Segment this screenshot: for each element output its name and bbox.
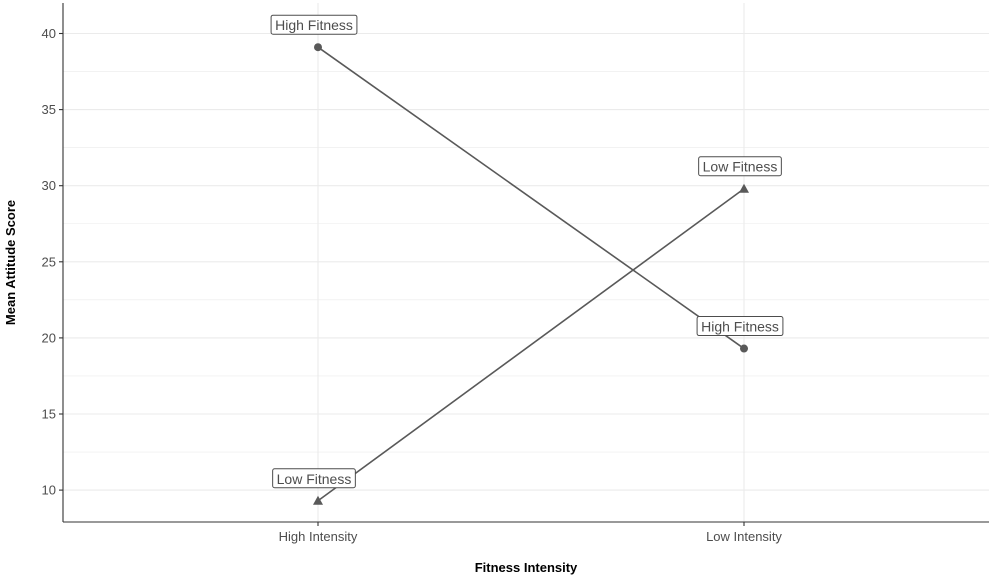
point-label-box bbox=[272, 468, 356, 489]
point-label: High Fitness bbox=[270, 14, 358, 35]
point-label-text: Low Fitness bbox=[703, 159, 778, 175]
point-label-text: High Fitness bbox=[275, 17, 353, 33]
x-axis-title: Fitness Intensity bbox=[475, 560, 578, 575]
point-label-box bbox=[698, 156, 782, 177]
point-label: Low Fitness bbox=[272, 468, 356, 489]
point-label-text: High Fitness bbox=[701, 319, 779, 335]
point-labels: High Fitness High Fitness Low Fitness Low F… bbox=[270, 14, 784, 489]
data-series bbox=[313, 43, 749, 505]
point-label: High Fitness bbox=[696, 316, 784, 337]
point-label-box bbox=[270, 14, 358, 35]
x-tick-label: Low Intensity bbox=[706, 529, 782, 544]
point-label: Low Fitness bbox=[698, 156, 782, 177]
data-point-circle bbox=[314, 43, 322, 52]
y-tick-label: 25 bbox=[42, 254, 56, 269]
y-tick-label: 30 bbox=[42, 178, 56, 193]
y-axis-title: Mean Attitude Score bbox=[3, 200, 18, 325]
series-line bbox=[317, 188, 745, 502]
y-tick-label: 10 bbox=[42, 483, 56, 498]
data-point-circle bbox=[740, 344, 748, 353]
point-label-box bbox=[696, 316, 784, 337]
y-tick-label: 20 bbox=[42, 330, 56, 345]
series-line bbox=[317, 46, 745, 350]
x-tick-label: High Intensity bbox=[279, 529, 358, 544]
point-label-text: Low Fitness bbox=[277, 471, 352, 487]
axes: 10 15 20 25 30 35 40 High Intensity Low Intensit… bbox=[42, 3, 989, 544]
data-point-triangle bbox=[739, 183, 749, 193]
y-tick-label: 35 bbox=[42, 102, 56, 117]
grid-lines bbox=[63, 3, 989, 522]
y-tick-label: 15 bbox=[42, 407, 56, 422]
data-point-triangle bbox=[313, 495, 323, 505]
y-tick-label: 40 bbox=[42, 26, 56, 41]
